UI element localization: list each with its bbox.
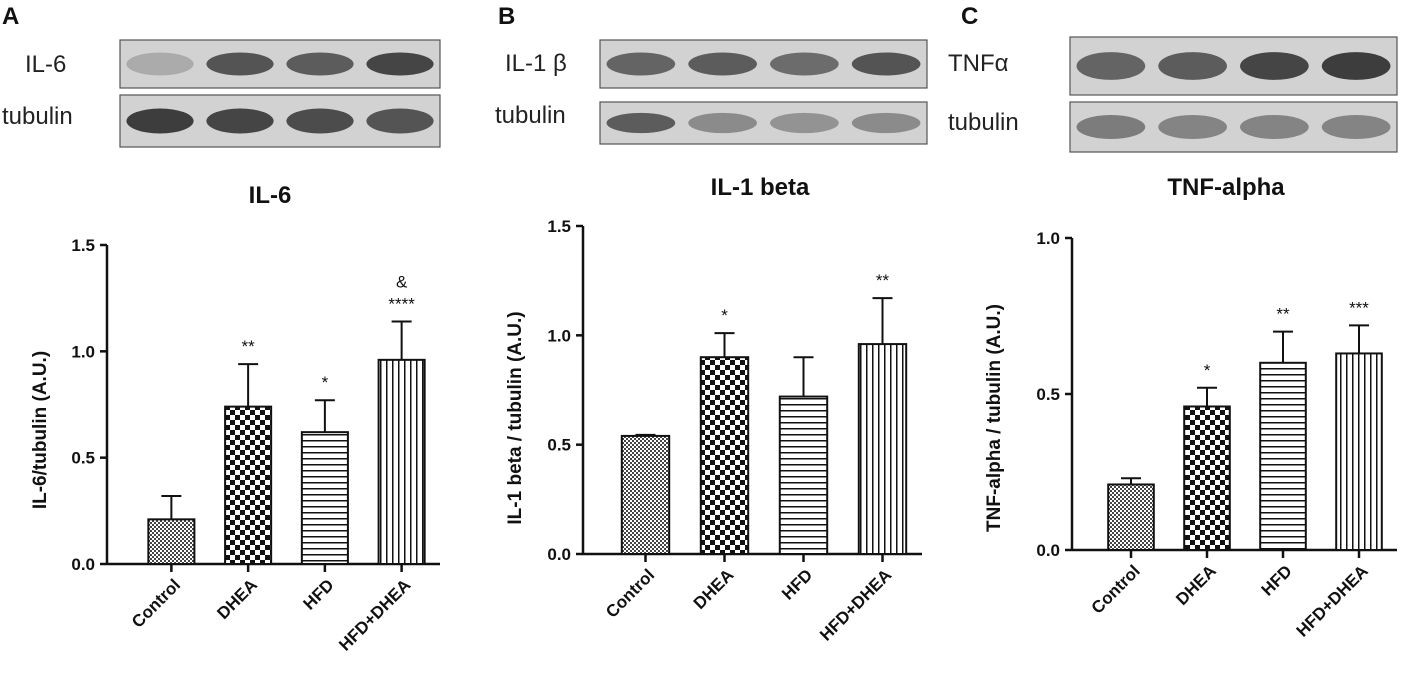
- bar-control: [620, 434, 671, 556]
- chart-title-il1b: IL-1 beta: [711, 174, 810, 201]
- blot-band: [1158, 115, 1227, 139]
- blot-band: [286, 52, 354, 76]
- y-tick-label: 0.5: [547, 436, 571, 455]
- y-tick-label: 1.0: [1036, 229, 1060, 248]
- blot-band: [1076, 52, 1146, 80]
- panel-letter-a: A: [2, 3, 19, 30]
- blot-band: [1076, 115, 1146, 139]
- significance-label: *: [721, 306, 728, 325]
- x-tick-label: Control: [1088, 561, 1144, 617]
- x-tick-label: HFD: [300, 575, 338, 613]
- blot-strip: [1069, 101, 1398, 153]
- blot-label-il1b: IL-1 β: [505, 50, 567, 77]
- y-tick-label: 0.0: [71, 555, 95, 574]
- blot-band: [366, 52, 434, 76]
- blot-label-tubulin-c: tubulin: [948, 109, 1019, 136]
- blot-strip: [119, 94, 441, 148]
- blot-band: [851, 112, 921, 134]
- blot-label-tubulin-b: tubulin: [495, 102, 566, 129]
- significance-label: *: [1204, 361, 1211, 380]
- blot-band: [1321, 52, 1391, 80]
- bar-dhea: [699, 356, 750, 556]
- blot-band: [1240, 52, 1309, 80]
- significance-label: **: [242, 337, 256, 356]
- blot-band: [206, 108, 274, 134]
- y-tick-label: 1.5: [547, 217, 571, 236]
- y-tick-label: 1.0: [547, 326, 571, 345]
- blot-band: [851, 52, 921, 76]
- blot-strip: [599, 39, 928, 89]
- bar-hfd-dhea: [1335, 352, 1383, 551]
- blot-strip: [1069, 36, 1398, 96]
- bar-dhea: [224, 405, 273, 566]
- bar-hfd: [1259, 361, 1307, 551]
- y-tick-label: 1.5: [71, 236, 95, 255]
- y-tick-label: 0.0: [547, 545, 571, 564]
- y-tick-label: 0.0: [1036, 541, 1060, 560]
- blot-band: [206, 52, 274, 76]
- bar-control: [147, 518, 196, 566]
- blot-band: [286, 108, 354, 134]
- chart-title-il6: IL-6: [249, 182, 292, 209]
- bar-hfd-dhea: [857, 343, 908, 555]
- panel-letter-b: B: [498, 3, 515, 30]
- x-tick-label: Control: [602, 565, 658, 621]
- blot-band: [606, 112, 676, 134]
- bar-chart: 0.0 0.5 1.0 Control DHEA * HFD ** HFD+DHEA ***: [1036, 229, 1397, 641]
- y-axis-label-il1b: IL-1 beta / tubulin (A.U.): [505, 311, 526, 524]
- blot-band: [1240, 115, 1309, 139]
- x-tick-label: HFD: [1258, 561, 1296, 599]
- blot-band: [126, 52, 194, 76]
- x-tick-label: DHEA: [1172, 561, 1219, 608]
- blot-strip: [119, 39, 441, 89]
- chart-title-tnfa: TNF-alpha: [1167, 174, 1285, 201]
- x-tick-label: HFD: [778, 565, 816, 603]
- blot-band: [770, 112, 839, 134]
- x-tick-label: HFD+DHEA: [1293, 561, 1372, 640]
- blot-band: [1158, 52, 1227, 80]
- significance-label: &: [396, 273, 408, 292]
- panel-letter-c: C: [961, 3, 978, 30]
- x-tick-label: DHEA: [690, 565, 737, 612]
- blot-band: [606, 52, 676, 76]
- bar-dhea: [1183, 405, 1231, 552]
- significance-label: **: [1276, 305, 1290, 324]
- blot-label-tubulin-a: tubulin: [2, 103, 73, 130]
- bar-control: [1107, 483, 1155, 552]
- significance-label: ****: [388, 295, 415, 314]
- blot-band: [126, 108, 194, 134]
- bar-hfd-dhea: [377, 358, 426, 565]
- x-tick-label: DHEA: [213, 575, 260, 622]
- blot-band: [366, 108, 434, 134]
- x-tick-label: HFD+DHEA: [816, 565, 895, 644]
- y-tick-label: 0.5: [71, 449, 95, 468]
- y-tick-label: 1.0: [71, 342, 95, 361]
- y-tick-label: 0.5: [1036, 385, 1060, 404]
- bar-hfd: [300, 431, 349, 565]
- x-tick-label: HFD+DHEA: [335, 575, 414, 654]
- blot-band: [688, 112, 757, 134]
- bar-chart: 0.0 0.5 1.0 1.5 Control DHEA * HFD HFD+DHEA **: [547, 217, 922, 645]
- blot-band: [770, 52, 839, 76]
- blot-band: [1321, 115, 1391, 139]
- y-axis-label-il6: IL-6/tubulin (A.U.): [30, 351, 51, 509]
- blot-label-il6: IL-6: [25, 51, 66, 78]
- bar-chart: 0.0 0.5 1.0 1.5 Control DHEA ** HFD * HFD+DHEA & **…: [71, 236, 440, 655]
- y-axis-label-tnfa: TNF-alpha / tubulin (A.U.): [984, 304, 1005, 532]
- significance-label: *: [322, 373, 329, 392]
- blot-band: [688, 52, 757, 76]
- significance-label: **: [876, 271, 890, 290]
- blot-strip: [599, 101, 928, 145]
- bar-hfd: [778, 395, 829, 555]
- blot-label-tnfa: TNFα: [948, 50, 1009, 77]
- significance-label: ***: [1349, 298, 1369, 317]
- x-tick-label: Control: [128, 575, 184, 631]
